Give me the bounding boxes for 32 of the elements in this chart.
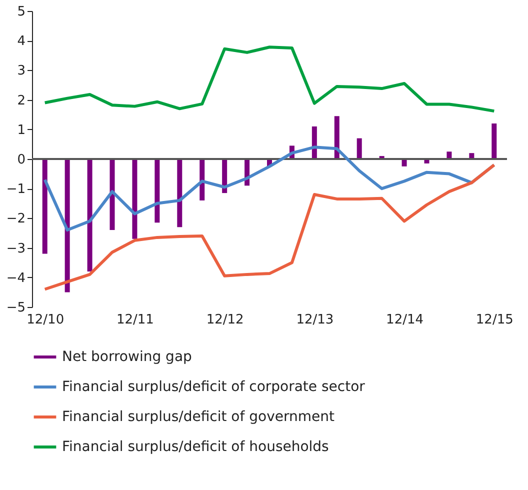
bar [42, 159, 48, 254]
x-tick-label: 12/11 [116, 312, 154, 328]
y-tick-label: −2 [6, 212, 26, 227]
y-tick-label: 0 [17, 152, 26, 168]
line-series [43, 46, 496, 113]
bar [87, 159, 92, 272]
x-tick-label: 12/14 [386, 312, 424, 328]
y-tick-label: 1 [17, 122, 26, 138]
bar [356, 138, 362, 159]
y-tick-label: 5 [17, 4, 26, 20]
bar [132, 159, 138, 239]
y-tick-label: −3 [6, 241, 26, 256]
x-tick-label: 12/13 [296, 312, 334, 328]
legend-label: Financial surplus/deficit of households [62, 439, 329, 455]
y-tick-label: 4 [17, 34, 26, 50]
x-tick-label: 12/12 [206, 312, 244, 328]
y-tick-label: −4 [6, 270, 26, 286]
y-tick-label: −1 [6, 182, 26, 198]
y-tick-label: 2 [17, 93, 26, 108]
legend-label: Financial surplus/deficit of government [62, 409, 335, 425]
legend-label: Financial surplus/deficit of corporate sector [62, 379, 366, 395]
x-tick-label: 12/10 [26, 312, 64, 328]
bar [110, 159, 115, 230]
y-tick-label: 3 [17, 64, 26, 79]
bar [492, 123, 497, 159]
legend-label: Net borrowing gap [62, 349, 192, 365]
line-series [43, 163, 496, 291]
y-tick-label: −5 [6, 300, 26, 316]
bar [64, 159, 70, 292]
bar [154, 159, 160, 223]
bar [177, 159, 182, 228]
x-tick-label: 12/15 [476, 312, 514, 328]
